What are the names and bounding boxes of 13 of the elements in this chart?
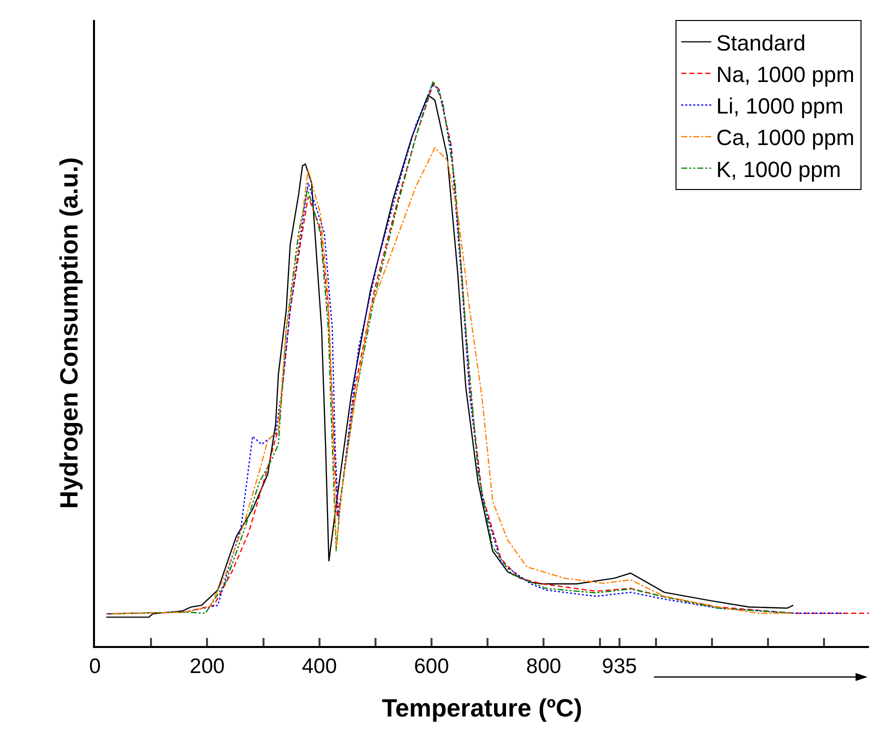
x-tick-label: 0 [89, 655, 101, 678]
x-tick-label: 400 [302, 655, 337, 678]
x-tick-label: 600 [414, 655, 450, 678]
x-tick-label: 800 [526, 655, 562, 678]
x-tick-label: 200 [190, 655, 225, 678]
x-axis-title: Temperature (ºC) [382, 694, 582, 723]
x-tick-label: 935 [602, 655, 637, 678]
y-axis-title: Hydrogen Consumption (a.u.) [55, 157, 84, 509]
legend-label: K, 1000 ppm [716, 156, 842, 182]
legend-label: Li, 1000 ppm [716, 94, 844, 119]
legend-label: Ca, 1000 ppm [716, 125, 854, 150]
legend-label: Standard [716, 30, 806, 56]
legend-label: Na, 1000 ppm [716, 62, 854, 87]
